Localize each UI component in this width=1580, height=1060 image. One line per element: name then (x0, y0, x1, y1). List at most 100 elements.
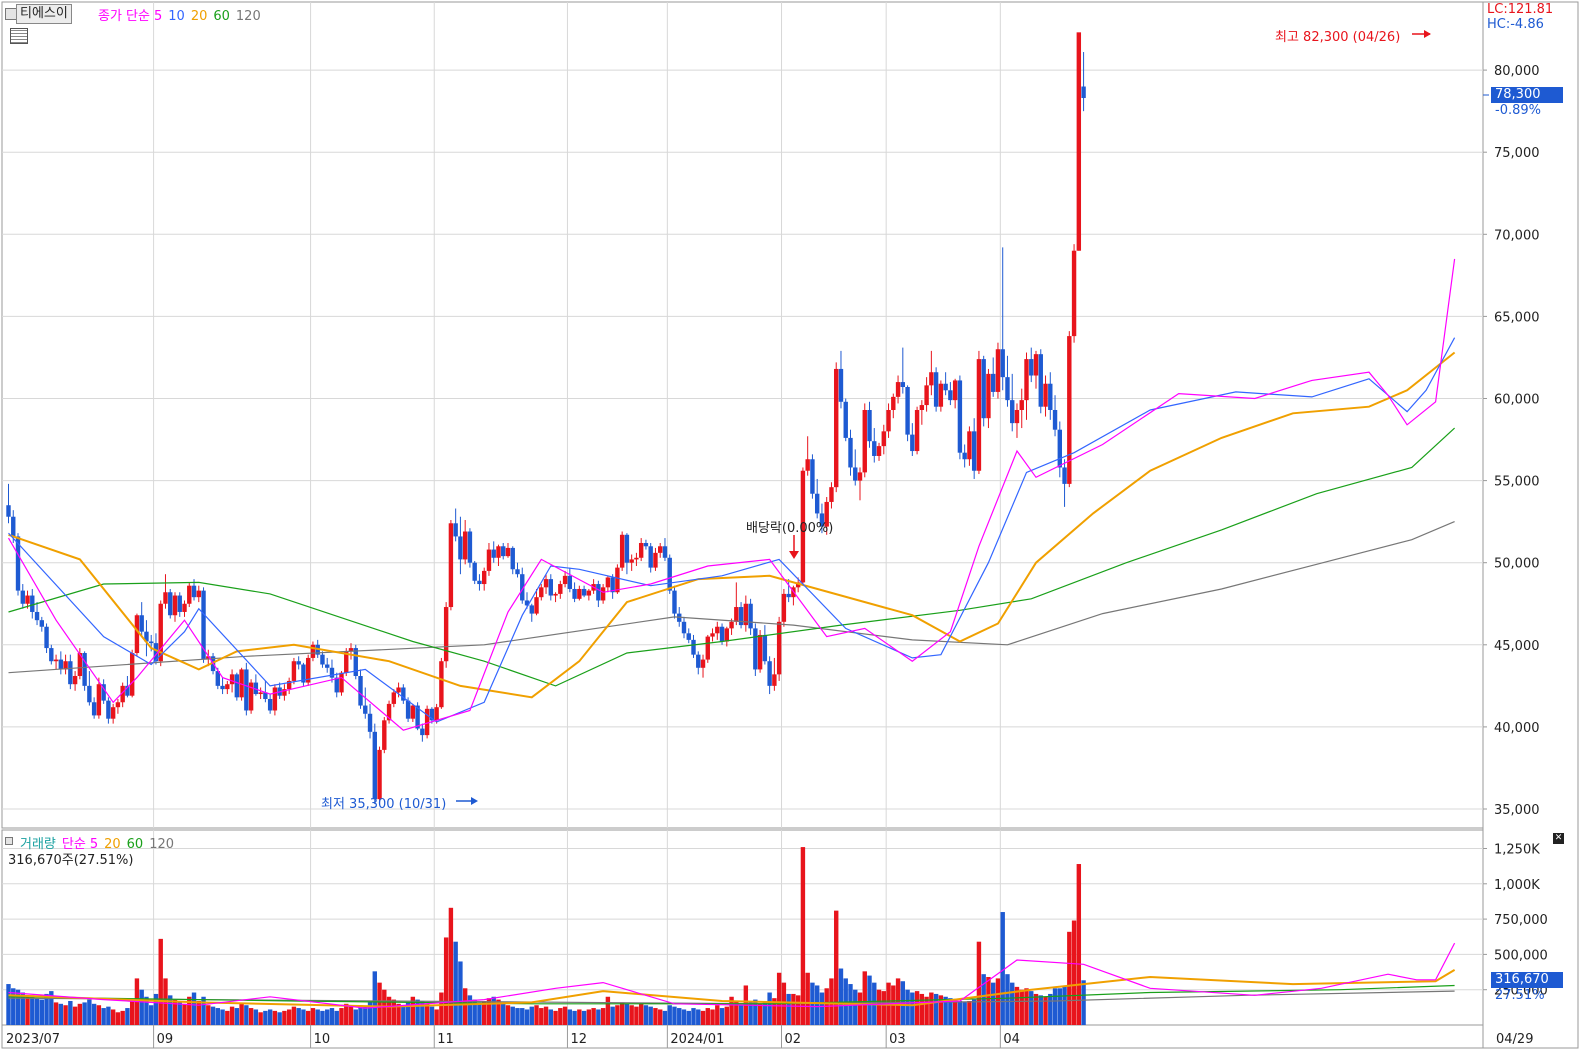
volume-bar (1014, 986, 1020, 1025)
date-axis-label: 09 (157, 1032, 174, 1047)
volume-bar (325, 1009, 330, 1025)
volume-bar (524, 1009, 530, 1025)
candle-body (405, 700, 411, 719)
date-axis-label: 11 (437, 1032, 454, 1047)
candle-body (995, 349, 1001, 392)
candle-body (424, 708, 430, 736)
price-tick-label: 35,000 (1494, 803, 1540, 818)
candle-body (410, 705, 416, 719)
volume-bar (125, 1008, 130, 1025)
candle-body (44, 626, 49, 649)
candle-body (191, 585, 197, 598)
candle-body (610, 577, 615, 593)
price-tick-label: 70,000 (1494, 228, 1540, 243)
grid-table-icon[interactable] (10, 28, 28, 44)
volume-panel-close-icon[interactable]: ✕ (1553, 833, 1564, 844)
volume-bar (520, 1008, 525, 1025)
volume-bar (448, 907, 454, 1025)
candle-body (1043, 383, 1048, 407)
volume-bar (753, 999, 758, 1025)
volume-bar (329, 1008, 335, 1025)
volume-bar (120, 1010, 125, 1025)
candle-body (453, 523, 458, 537)
candle-body (738, 607, 744, 626)
volume-panel-collapse-icon[interactable] (5, 837, 13, 845)
volume-indicator-title: 단순 (61, 837, 86, 852)
candle-body (900, 382, 906, 388)
candle-body (553, 593, 558, 596)
volume-bar (358, 1005, 363, 1025)
volume-bar (686, 1010, 691, 1025)
candle-body (895, 382, 901, 397)
volume-bar (619, 1002, 625, 1025)
candle-body (757, 634, 763, 670)
candle-body (862, 409, 867, 473)
candle-body (938, 383, 944, 407)
candle-body (634, 557, 639, 560)
volume-bar (486, 998, 492, 1025)
candle-body (267, 698, 273, 711)
candle-body (543, 579, 549, 588)
candle-body (876, 446, 882, 456)
candle-body (567, 575, 573, 589)
volume-tick-label: 1,250K (1494, 843, 1540, 858)
ma-line-5 (7, 258, 1456, 731)
date-axis-label: 2024/01 (670, 1032, 724, 1047)
volume-bar (244, 1005, 249, 1025)
candle-body (715, 626, 720, 634)
vol-ma-legend-120: 120 (149, 837, 175, 852)
candle-body (853, 467, 858, 481)
volume-bar (396, 1003, 401, 1025)
candle-body (971, 431, 977, 471)
candle-body (615, 567, 620, 593)
candle-body (562, 575, 568, 585)
candle-body (329, 667, 335, 678)
candle-body (986, 373, 991, 419)
volume-bar (786, 993, 791, 1025)
ma-legend-10: 10 (168, 9, 185, 24)
volume-bar (600, 1008, 606, 1025)
candle-body (358, 675, 363, 706)
low-arrow-head (471, 797, 478, 805)
candle-body (534, 597, 539, 614)
volume-bar (53, 1002, 59, 1025)
volume-bar (553, 1010, 558, 1025)
volume-bar (149, 1005, 154, 1025)
candle-body (63, 661, 68, 670)
candle-body (1048, 383, 1053, 410)
candle-body (296, 661, 301, 665)
volume-bar (577, 1009, 582, 1025)
candle-body (843, 401, 848, 438)
volume-bar (225, 1010, 230, 1025)
volume-bar (653, 1008, 658, 1025)
date-axis-label: 2023/07 (6, 1032, 60, 1047)
volume-bar (581, 1010, 587, 1025)
volume-bar (1081, 980, 1086, 1025)
candle-body (382, 720, 387, 750)
vol-ma-legend-5: 5 (89, 837, 99, 852)
candle-body (577, 588, 582, 599)
volume-bar (548, 1009, 553, 1025)
price-tick-label: 40,000 (1494, 721, 1540, 736)
volume-bar (72, 1006, 78, 1025)
candle-body (215, 671, 221, 686)
candle-body (448, 523, 454, 608)
volume-bar (49, 991, 54, 1025)
volume-bar (700, 1010, 706, 1025)
date-axis-label: 10 (314, 1032, 331, 1047)
volume-bar (1029, 991, 1034, 1025)
dividend-arrow-head (789, 551, 799, 559)
candle-body (510, 547, 515, 570)
volume-bar (829, 978, 834, 1025)
volume-bar (144, 996, 149, 1025)
stock-name-tab[interactable]: 티에스이 (16, 4, 72, 24)
candle-body (1052, 409, 1058, 430)
volume-bar (562, 1006, 568, 1025)
volume-bar (876, 989, 882, 1025)
volume-bar (129, 1000, 135, 1025)
candle-body (919, 405, 925, 410)
volume-bar (91, 1003, 97, 1025)
candle-body (110, 707, 116, 719)
